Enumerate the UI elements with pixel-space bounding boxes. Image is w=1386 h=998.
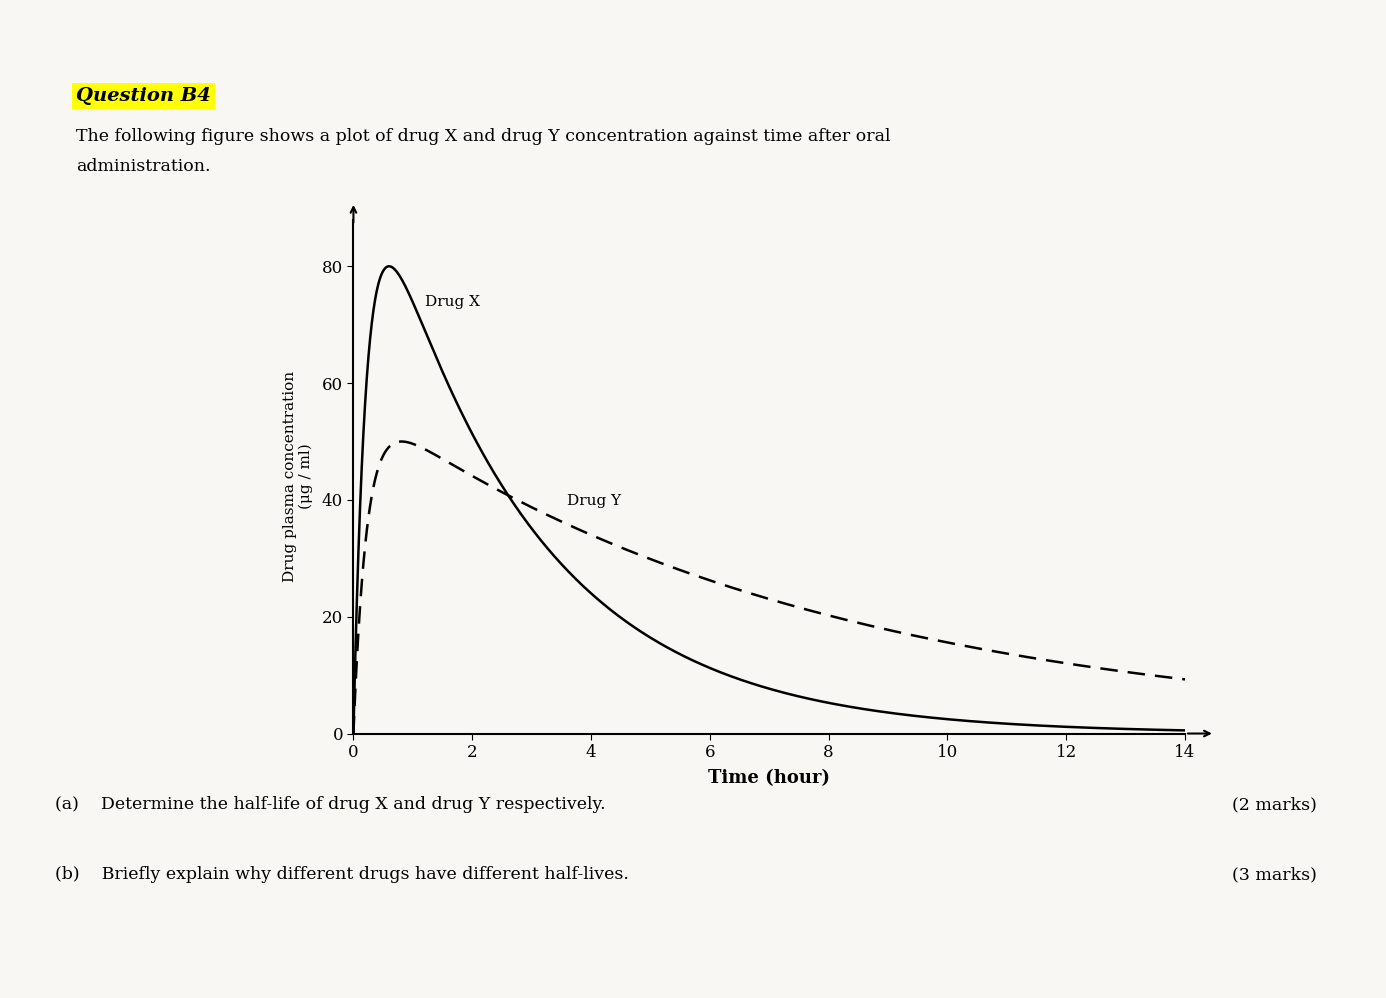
Text: (3 marks): (3 marks) <box>1232 866 1317 883</box>
Text: administration.: administration. <box>76 158 211 175</box>
Y-axis label: Drug plasma concentration
(μg / ml): Drug plasma concentration (μg / ml) <box>283 371 313 582</box>
Text: Drug Y: Drug Y <box>567 494 621 508</box>
Text: Drug X: Drug X <box>426 295 480 309</box>
Text: (a)    Determine the half-life of drug X and drug Y respectively.: (a) Determine the half-life of drug X an… <box>55 796 606 813</box>
Text: (b)    Briefly explain why different drugs have different half-lives.: (b) Briefly explain why different drugs … <box>55 866 629 883</box>
Text: (2 marks): (2 marks) <box>1232 796 1317 813</box>
Text: Question B4: Question B4 <box>76 87 211 105</box>
X-axis label: Time (hour): Time (hour) <box>708 769 830 787</box>
Text: The following figure shows a plot of drug X and drug Y concentration against tim: The following figure shows a plot of dru… <box>76 128 891 145</box>
